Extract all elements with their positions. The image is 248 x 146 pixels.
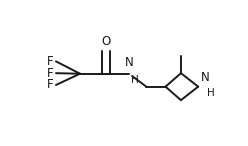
Text: F: F	[47, 78, 54, 92]
Text: N: N	[125, 56, 133, 69]
Text: F: F	[47, 55, 54, 68]
Text: N: N	[201, 71, 209, 84]
Text: F: F	[47, 67, 54, 80]
Text: O: O	[101, 35, 111, 48]
Text: H: H	[207, 88, 215, 98]
Text: H: H	[130, 75, 138, 85]
